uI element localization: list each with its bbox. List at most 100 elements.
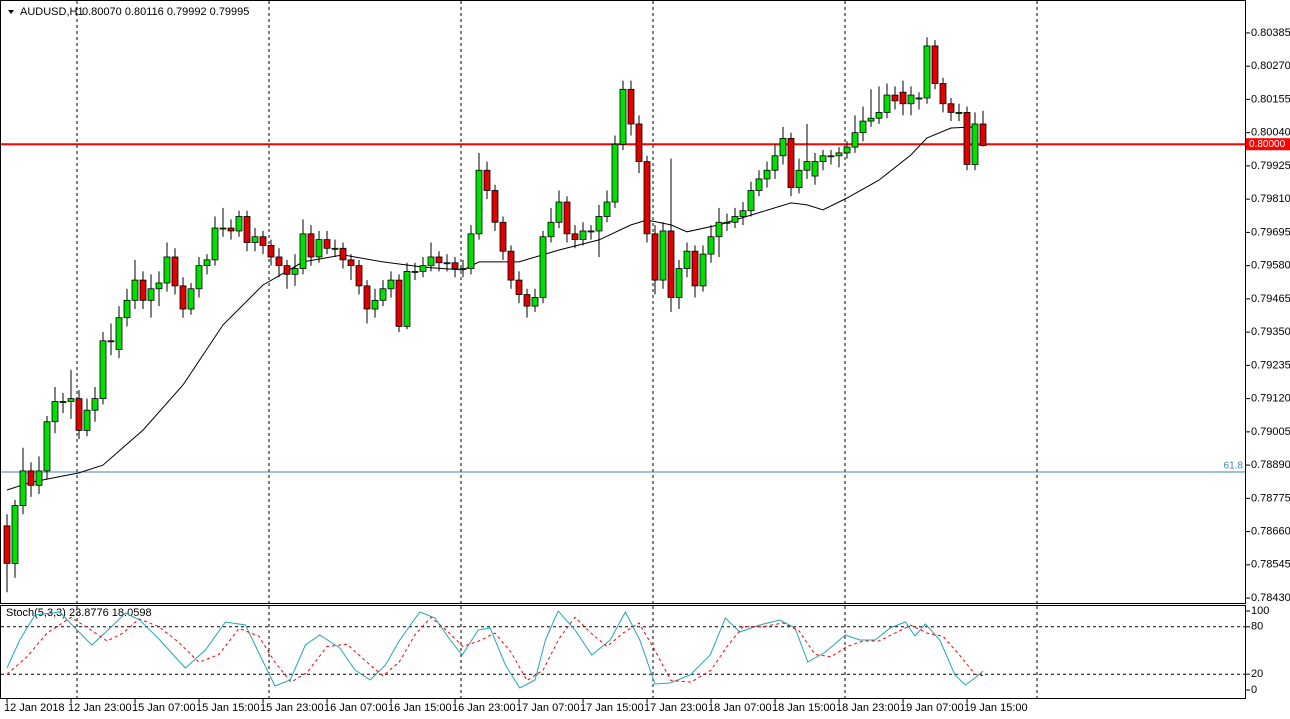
price-label-box	[1246, 138, 1290, 151]
candle-body	[755, 178, 763, 191]
candle-body	[627, 88, 635, 125]
y-tick-label: 0.78430	[1251, 592, 1290, 604]
candle-body	[475, 169, 483, 235]
y-tick-label: 0.79005	[1251, 426, 1290, 438]
candle-body	[411, 271, 419, 273]
candle-body	[435, 256, 443, 264]
x-tick-label: 15 Jan 07:00	[132, 702, 196, 714]
candle-body	[971, 123, 979, 165]
candle-body	[3, 525, 11, 564]
x-tick-label: 17 Jan 07:00	[516, 702, 580, 714]
x-tick-label: 16 Jan 15:00	[388, 702, 452, 714]
line	[6, 610, 984, 689]
candle-body	[419, 265, 427, 272]
candle-body	[819, 155, 827, 162]
candle-body	[299, 233, 307, 269]
line	[6, 126, 976, 491]
candle-body	[203, 259, 211, 267]
candle-body	[467, 233, 475, 269]
candle-body	[371, 299, 379, 310]
x-tick-label: 17 Jan 23:00	[644, 702, 708, 714]
y-tick-label: 0.79695	[1251, 226, 1290, 238]
candle-body	[747, 190, 755, 212]
y-tick-label: 0.79235	[1251, 359, 1290, 371]
candle-body	[883, 94, 891, 113]
candle-body	[611, 143, 619, 203]
candle-body	[531, 297, 539, 307]
candle-body	[395, 279, 403, 327]
candle-body	[683, 250, 691, 269]
main-frame	[0, 0, 1246, 604]
candle-body	[947, 103, 955, 113]
candle-body	[59, 401, 67, 403]
y-tick-label: 80	[1251, 621, 1263, 633]
candle-body	[75, 398, 83, 431]
y-tick-label: 0.78890	[1251, 459, 1290, 471]
candle-body	[107, 340, 115, 343]
candle-body	[803, 161, 811, 171]
collapse-icon[interactable]	[8, 10, 14, 14]
candle-body	[187, 288, 195, 310]
candle-body	[499, 221, 507, 252]
candle-body	[715, 221, 723, 238]
candle-body	[315, 239, 323, 258]
candle-body	[659, 230, 667, 281]
candle-body	[651, 233, 659, 281]
candle-body	[171, 256, 179, 287]
x-tick-label: 19 Jan 07:00	[900, 702, 964, 714]
candle-body	[587, 230, 595, 233]
y-tick-label: 0.79350	[1251, 326, 1290, 338]
candle-body	[11, 505, 19, 564]
candle-body	[147, 288, 155, 301]
x-tick-label: 18 Jan 07:00	[708, 702, 772, 714]
candle-body	[955, 112, 963, 114]
candle-body	[707, 236, 715, 255]
candle-body	[667, 230, 675, 298]
y-tick-label: 0.79120	[1251, 393, 1290, 405]
candle-body	[83, 409, 91, 431]
candle-body	[899, 91, 907, 105]
candle-body	[275, 256, 283, 267]
candle-body	[379, 288, 387, 301]
candle-body	[675, 268, 683, 298]
candle-body	[323, 239, 331, 249]
candle-body	[267, 245, 275, 258]
x-tick-label: 12 Jan 23:00	[68, 702, 132, 714]
line	[6, 616, 984, 683]
candle-body	[795, 169, 803, 188]
candle-body	[875, 112, 883, 119]
candle-body	[43, 421, 51, 472]
candle-body	[771, 155, 779, 171]
candle-body	[459, 268, 467, 270]
candle-body	[891, 94, 899, 102]
x-tick-label: 15 Jan 15:00	[196, 702, 260, 714]
candle-body	[859, 120, 867, 134]
x-tick-label: 18 Jan 23:00	[836, 702, 900, 714]
candle-body	[363, 285, 371, 310]
candle-body	[259, 236, 267, 246]
candle-body	[387, 279, 395, 290]
candle-body	[179, 285, 187, 310]
candle-body	[571, 233, 579, 241]
candle-body	[139, 279, 147, 301]
chart-subtitle: 0.80070 0.80116 0.79992 0.79995	[82, 6, 249, 18]
y-tick-label: 0.79580	[1251, 260, 1290, 272]
candle-body	[579, 230, 587, 241]
y-tick-label: 20	[1251, 668, 1263, 680]
y-tick-label: 0.78545	[1251, 559, 1290, 571]
y-tick-label: 0.80155	[1251, 93, 1290, 105]
candle-body	[635, 123, 643, 162]
candle-body	[283, 265, 291, 275]
candle-body	[91, 398, 99, 411]
candle-body	[235, 216, 243, 232]
candle-body	[563, 201, 571, 235]
y-tick-label: 0	[1251, 684, 1257, 696]
candle-body	[835, 152, 843, 157]
y-tick-label: 0.79925	[1251, 160, 1290, 172]
candle-body	[219, 227, 227, 230]
candle-body	[827, 155, 835, 158]
candle-body	[939, 83, 947, 105]
candle-body	[163, 256, 171, 284]
candle-body	[27, 470, 35, 486]
